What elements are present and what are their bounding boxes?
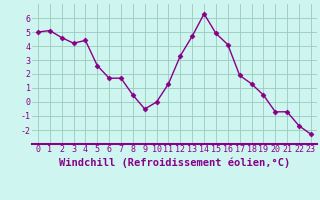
X-axis label: Windchill (Refroidissement éolien,°C): Windchill (Refroidissement éolien,°C) xyxy=(59,157,290,168)
